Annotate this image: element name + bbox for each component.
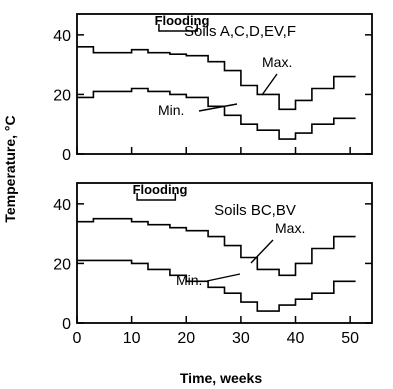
x-tick-label: 10 xyxy=(123,330,141,347)
min-label-bottom: Min. xyxy=(176,272,202,288)
plot-frame-top xyxy=(76,13,373,155)
y-tick-label: 0 xyxy=(62,316,71,333)
flood-label-bottom: Flooding xyxy=(133,182,188,197)
panel-bottom: 0 20 40 0 10 20 30 40 50 Soils BC,BV Flooding M… xyxy=(53,182,373,347)
max-arrow-bottom xyxy=(250,239,274,264)
min-label-top: Min. xyxy=(158,102,184,118)
flood-bracket xyxy=(158,24,198,32)
y-tick-label: 20 xyxy=(53,256,71,273)
x-tick-label: 50 xyxy=(341,330,359,347)
x-axis-label: Time, weeks xyxy=(180,370,262,386)
min-arrow-top xyxy=(198,103,238,112)
y-tick-label: 20 xyxy=(53,87,71,104)
chart-title-top: Soils A,C,D,EV,F xyxy=(184,23,296,40)
x-tick-label: 0 xyxy=(73,330,82,347)
y-tick-label: 40 xyxy=(53,28,71,45)
y-tick-label: 40 xyxy=(53,197,71,214)
max-line-bottom xyxy=(77,217,356,277)
max-label-bottom: Max. xyxy=(275,220,305,236)
max-label-top: Max. xyxy=(262,54,292,70)
x-tick-label: 20 xyxy=(177,330,195,347)
min-line-bottom xyxy=(77,259,356,312)
chart-title-bottom: Soils BC,BV xyxy=(214,202,296,219)
panel-top: 0 20 40 Soils A,C,D,EV,F Flooding Max. Min… xyxy=(53,13,373,164)
plot-frame-bottom xyxy=(76,182,373,324)
min-line-top xyxy=(77,87,356,140)
y-axis-label: Temperature, °C xyxy=(2,115,18,222)
max-arrow-top xyxy=(261,73,278,96)
min-arrow-bottom xyxy=(206,273,241,282)
flood-bracket xyxy=(136,193,177,201)
flood-label-top: Flooding xyxy=(155,13,210,28)
max-line-top xyxy=(77,46,356,111)
y-tick-label: 0 xyxy=(62,147,71,164)
x-tick-label: 30 xyxy=(232,330,250,347)
x-tick-label: 40 xyxy=(287,330,305,347)
